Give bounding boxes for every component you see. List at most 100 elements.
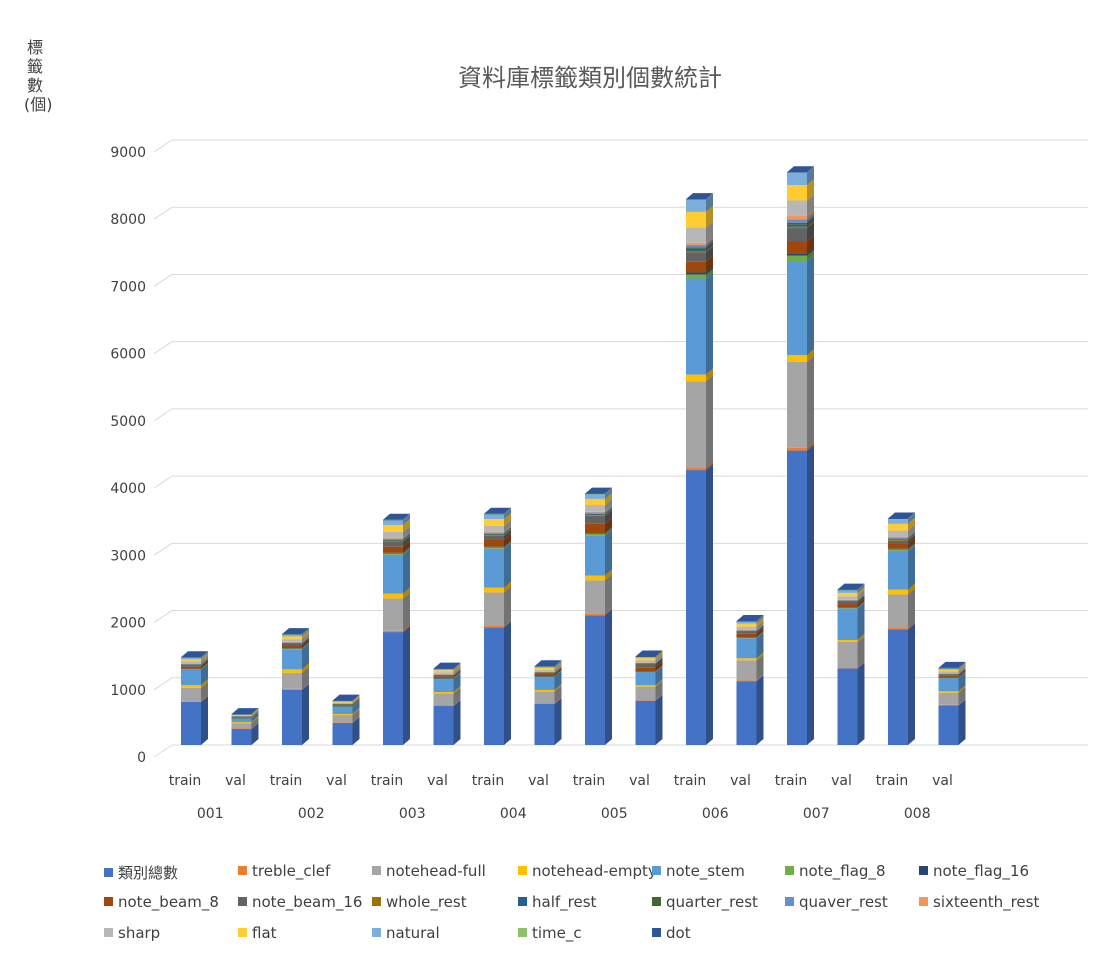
bar-segment-side <box>807 209 814 220</box>
bar-segment-side <box>756 624 764 631</box>
bar-segment <box>736 626 757 630</box>
bar-segment-side <box>554 660 562 668</box>
bar-segment <box>282 672 302 689</box>
bar-segment-side <box>756 654 764 681</box>
bar-top-face <box>231 708 259 715</box>
legend-label: sixteenth_rest <box>933 893 1040 911</box>
bar-segment-side <box>251 711 259 718</box>
legend-swatch <box>372 928 381 937</box>
bar-segment-side <box>403 548 410 594</box>
bar-segment-side <box>857 595 865 605</box>
bar-segment <box>787 226 807 229</box>
bar-segment <box>332 703 353 705</box>
bar-segment <box>181 657 201 658</box>
bar-segment-side <box>756 623 764 631</box>
legend-item: whole_rest <box>372 893 467 911</box>
bar-segment-side <box>908 588 915 629</box>
bar-segment <box>837 601 858 605</box>
bar-segment-side <box>655 679 663 687</box>
bar-segment <box>888 518 908 520</box>
bar-segment <box>787 185 807 201</box>
bar-segment <box>181 669 201 670</box>
bar-segment-side <box>554 697 562 704</box>
bar-segment-side <box>605 492 612 506</box>
bar-segment <box>635 656 656 657</box>
bar-segment-side <box>958 667 966 675</box>
bar-segment-side <box>706 193 713 200</box>
bar-segment-side <box>302 643 309 670</box>
bar-segment-side <box>756 615 764 622</box>
bar-segment <box>787 228 807 242</box>
legend-item: notehead-empty <box>518 862 657 880</box>
bar-segment <box>635 663 656 668</box>
bar-segment-side <box>756 615 764 622</box>
legend-label: dot <box>666 924 691 942</box>
bar-top-face <box>282 628 309 635</box>
legend-label: sharp <box>118 924 161 942</box>
bar-segment-side <box>655 694 663 701</box>
bar-segment-side <box>706 244 713 253</box>
group-label: 006 <box>702 806 729 822</box>
bar-segment <box>787 253 807 256</box>
group-label: 005 <box>601 806 628 822</box>
bar-segment-side <box>251 709 259 717</box>
y-tick-label: 4000 <box>110 481 146 497</box>
bar-segment <box>181 664 201 666</box>
bar-segment <box>837 607 858 608</box>
bar-segment-side <box>857 586 865 597</box>
bar-segment-side <box>605 574 612 614</box>
bar-top-face <box>686 193 713 200</box>
bar-segment-side <box>908 530 915 538</box>
bar-segment <box>585 515 605 516</box>
bar-segment-side <box>453 669 461 677</box>
bar-segment <box>585 523 605 534</box>
bar-segment <box>332 722 353 723</box>
bar-segment <box>736 630 757 632</box>
bar-segment <box>635 700 656 701</box>
bar-segment-side <box>504 526 511 534</box>
bar-segment-side <box>655 665 663 686</box>
bar-segment-side <box>908 622 915 630</box>
bar-segment-side <box>958 661 966 669</box>
y-tick-label: 3000 <box>110 548 146 564</box>
bar-segment <box>231 714 252 715</box>
legend-swatch <box>785 866 794 875</box>
bar-segment-side <box>504 508 511 520</box>
bar-segment-side <box>857 601 865 609</box>
bar-segment-side <box>958 671 966 678</box>
bar-segment-side <box>908 533 915 541</box>
legend-swatch <box>652 928 661 937</box>
bar-segment-side <box>201 663 208 686</box>
bar-segment-side <box>251 708 259 716</box>
bar-segment <box>282 643 302 644</box>
bar-segment-side <box>352 694 360 701</box>
bar-segment <box>181 665 201 666</box>
bar-segment <box>787 219 807 223</box>
bar-segment-side <box>908 534 915 545</box>
bar-segment <box>686 261 706 273</box>
legend-label: whole_rest <box>386 893 467 911</box>
bar-segment-side <box>453 672 461 693</box>
gridline-depth <box>153 274 173 287</box>
bar-segment-side <box>857 595 865 602</box>
legend-label: treble_clef <box>252 862 331 880</box>
bar-segment-side <box>756 631 764 638</box>
bar-segment-side <box>504 620 511 628</box>
bar-segment-side <box>605 509 612 524</box>
bar-segment <box>433 692 454 694</box>
x-tick-label: val <box>629 773 650 789</box>
bar-segment-side <box>605 529 612 576</box>
bar-segment <box>837 599 858 601</box>
bar-segment-side <box>706 368 713 382</box>
bar-segment-side <box>504 527 511 535</box>
bar-segment <box>181 669 201 686</box>
bar-segment-side <box>453 662 461 671</box>
bar-segment-side <box>251 708 259 715</box>
bar-segment-side <box>504 533 511 547</box>
bar-segment <box>181 701 201 745</box>
bar-segment <box>282 645 302 649</box>
legend-item: note_flag_16 <box>919 862 1029 880</box>
legend-item: quaver_rest <box>785 893 888 911</box>
bar-top-face <box>837 583 865 590</box>
group-label: 008 <box>904 806 931 822</box>
